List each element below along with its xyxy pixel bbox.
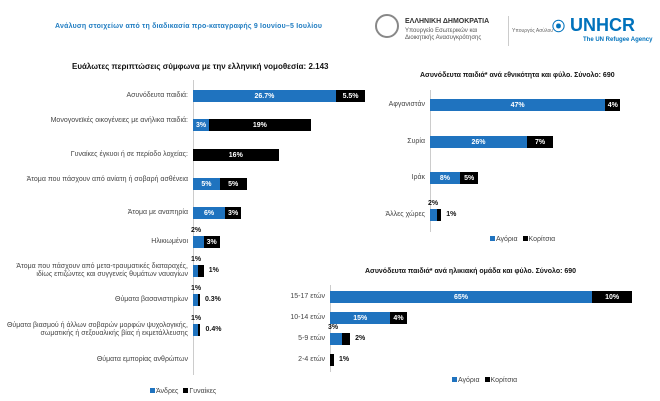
bar-male: 47% — [430, 99, 606, 111]
ministry-name: Υπουργείο Εσωτερικών και Διοικητικής Ανα… — [405, 28, 482, 41]
category-label: 10-14 ετών — [290, 314, 325, 321]
category-label: Μονογονεϊκές οικογένειες με ανήλικα παιδ… — [50, 117, 188, 124]
greek-coat-of-arms-icon — [375, 14, 399, 38]
category-label: Άτομα που πάσχουν από μετα-τραυματικές δ… — [16, 263, 188, 278]
bar-female — [330, 354, 335, 366]
data-label: 2% — [191, 227, 202, 234]
bar-female — [437, 209, 442, 221]
data-label: 2% — [355, 335, 366, 342]
data-label: 2% — [428, 200, 439, 207]
category-label: 15-17 ετών — [290, 293, 325, 300]
category-label: 5-9 ετών — [298, 335, 325, 342]
bar-male: 15% — [330, 312, 391, 324]
unhcr-logo: ⦿ UNHCR — [552, 15, 635, 36]
data-label: 1% — [191, 315, 202, 322]
bar-female: 16% — [193, 149, 279, 161]
chart-title: Ασυνόδευτα παιδιά* ανά εθνικότητα και φύ… — [420, 72, 615, 79]
category-label: 2-4 ετών — [298, 356, 325, 363]
bar-male: 8% — [430, 172, 460, 184]
unhcr-logo-text: UNHCR — [570, 15, 636, 35]
bar-male: 26% — [430, 136, 527, 148]
category-label: Ασυνόδευτα παιδιά: — [126, 92, 189, 99]
unhcr-tagline: The UN Refugee Agency — [583, 37, 653, 43]
chart-title: Ασυνόδευτα παιδιά* ανά ηλικιακή ομάδα κα… — [365, 268, 577, 275]
divider — [508, 16, 509, 46]
axis-line — [430, 90, 431, 232]
bar-male — [193, 236, 204, 248]
category-label: Ιράκ — [411, 174, 425, 181]
unhcr-emblem-icon: ⦿ — [552, 19, 566, 34]
minister-label: Υπουργός Ασύλου — [512, 28, 553, 34]
bar-female: 3% — [225, 207, 242, 219]
legend-label: Αγόρια — [458, 377, 480, 384]
bar-female: 5.5% — [335, 90, 366, 102]
bar-male: 3% — [193, 119, 210, 131]
legend-swatch-male — [150, 388, 155, 393]
bar-male: 6% — [193, 207, 226, 219]
bar-female — [198, 265, 204, 277]
chart-title: Ευάλωτες περιπτώσεις σύμφωνα με την ελλη… — [72, 62, 329, 71]
bar-female — [198, 294, 200, 306]
data-label: 1% — [191, 285, 202, 292]
legend: Αγόρια Κορίτσια — [452, 377, 522, 384]
bar-male: 26.7% — [193, 90, 336, 102]
legend: Αγόρια Κορίτσια — [490, 236, 560, 243]
data-label: 0.3% — [204, 296, 221, 303]
legend-label: Κορίτσια — [528, 236, 556, 243]
bar-female: 5% — [459, 172, 479, 184]
data-label: 0.4% — [205, 326, 222, 333]
bar-male: 5% — [193, 178, 220, 190]
category-label: Άτομα που πάσχουν από ανίατη ή σοβαρή ασ… — [26, 176, 188, 183]
data-label: 1% — [339, 356, 350, 363]
bar-female — [198, 324, 201, 336]
legend-swatch-female — [522, 236, 528, 241]
bar-male: 65% — [330, 291, 592, 303]
bar-male — [330, 333, 343, 345]
data-label: 1% — [208, 267, 219, 274]
bar-female: 4% — [605, 99, 621, 111]
legend-label: Κορίτσια — [490, 377, 518, 384]
report-title: Ανάλυση στοιχείων από τη διαδικασία προ-… — [55, 23, 323, 30]
bar-female: 4% — [390, 312, 407, 324]
bar-female — [342, 333, 351, 345]
legend-label: Γυναίκες — [189, 388, 217, 395]
category-label: Θύματα βασανιστηρίων — [115, 296, 188, 303]
bar-female: 3% — [203, 236, 220, 248]
category-label: Ηλικιωμένοι — [151, 238, 188, 245]
category-label: Θύματα βιασμού ή άλλων σοβαρών μορφών ψυ… — [6, 322, 188, 337]
legend-swatch-female — [484, 377, 490, 382]
bar-female: 19% — [209, 119, 311, 131]
legend-label: Άνδρες — [156, 388, 179, 395]
bar-male — [193, 265, 199, 277]
category-label: Θύματα εμπορίας ανθρώπων — [96, 356, 188, 363]
category-label: Γυναίκες έγκυοι ή σε περίοδο λοχείας: — [70, 151, 188, 158]
data-label: 1% — [191, 256, 202, 263]
data-label: 3% — [328, 324, 339, 331]
category-label: Άλλες χώρες — [385, 211, 425, 218]
data-label: 1% — [446, 211, 457, 218]
bar-female: 5% — [219, 178, 247, 190]
legend-swatch-male — [490, 236, 495, 241]
category-label: Αφγανιστάν — [388, 101, 425, 108]
bar-male — [193, 324, 199, 336]
category-label: Άτομα με αναπηρία — [127, 209, 188, 216]
gov-name: ΕΛΛΗΝΙΚΗ ΔΗΜΟΚΡΑΤΙΑ — [405, 18, 490, 25]
axis-line — [193, 80, 194, 375]
legend: Άνδρες Γυναίκες — [150, 388, 221, 395]
axis-line — [330, 285, 331, 372]
bar-female: 7% — [526, 136, 554, 148]
bar-male — [193, 294, 199, 306]
category-label: Συρία — [407, 138, 425, 145]
legend-label: Αγόρια — [496, 236, 518, 243]
legend-swatch-male — [452, 377, 457, 382]
legend-swatch-female — [183, 388, 189, 393]
bar-female: 10% — [591, 291, 633, 303]
bar-male — [430, 209, 438, 221]
